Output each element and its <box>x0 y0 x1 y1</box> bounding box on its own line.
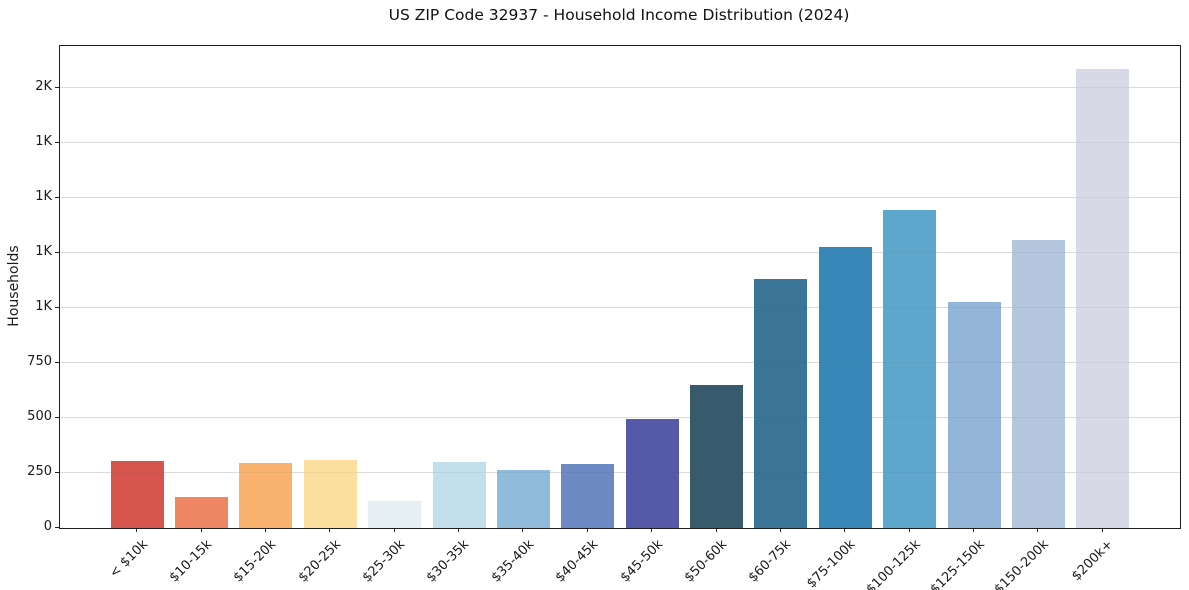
bar-$150-200k <box>1011 239 1065 528</box>
gridline-overlay-750 <box>60 362 1180 364</box>
x-tick-mark-8 <box>651 528 653 532</box>
x-tick-mark-2 <box>264 528 266 532</box>
bar-$10-15k <box>175 497 229 528</box>
bar-< $10k <box>110 460 164 528</box>
gridline-overlay-500 <box>60 417 1180 419</box>
x-tick-mark-13 <box>973 528 975 532</box>
x-tick-mark-5 <box>458 528 460 532</box>
x-tick-mark-4 <box>393 528 395 532</box>
x-tick-mark-0 <box>136 528 138 532</box>
gridline-250 <box>60 472 1180 474</box>
x-tick-label-13: $125-150k <box>927 537 988 590</box>
x-tick-label-2: $15-20k <box>231 537 280 586</box>
bar-$30-35k <box>432 461 486 528</box>
y-tick-mark-1 <box>55 471 59 473</box>
gridline-overlay-1250 <box>60 252 1180 254</box>
y-tick-mark-2 <box>55 416 59 418</box>
gridline-750 <box>60 362 1180 364</box>
gridline-1750 <box>60 142 1180 144</box>
gridline-overlay-1750 <box>60 142 1180 144</box>
chart-title: US ZIP Code 32937 - Household Income Dis… <box>388 6 850 24</box>
y-tick-label-1: 250 <box>27 463 52 479</box>
x-tick-label-4: $25-30k <box>359 537 409 586</box>
bar-$125-150k <box>947 302 1001 528</box>
x-tick-label-10: $60-75k <box>746 537 795 586</box>
y-tick-label-8: 2K <box>35 78 52 94</box>
bar-$75-100k <box>818 247 872 528</box>
y-tick-label-6: 1K <box>35 188 52 204</box>
bar-$100-125k <box>883 209 937 528</box>
y-tick-label-4: 1K <box>35 298 52 314</box>
x-tick-mark-14 <box>1037 528 1039 532</box>
y-tick-mark-4 <box>55 306 59 308</box>
y-tick-mark-0 <box>55 527 59 528</box>
y-tick-label-5: 1K <box>35 243 52 259</box>
x-tick-mark-12 <box>908 528 910 532</box>
x-tick-label-6: $35-40k <box>488 537 538 586</box>
gridline-overlay-1000 <box>60 307 1180 309</box>
x-tick-mark-11 <box>844 528 846 532</box>
x-tick-mark-10 <box>779 528 781 532</box>
gridline-overlay-2000 <box>60 87 1180 89</box>
x-tick-mark-6 <box>522 528 524 532</box>
y-tick-mark-8 <box>55 86 59 88</box>
x-tick-mark-7 <box>586 528 588 532</box>
x-tick-label-12: $100-125k <box>863 537 924 590</box>
x-tick-mark-15 <box>1101 528 1103 532</box>
bar-$20-25k <box>303 459 357 528</box>
gridline-overlay-1500 <box>60 197 1180 199</box>
bar-$60-75k <box>754 279 808 528</box>
bar-$200k+ <box>1076 69 1130 528</box>
y-tick-label-2: 500 <box>27 408 52 424</box>
x-tick-label-14: $150-200k <box>991 537 1053 590</box>
x-tick-label-15: $200k+ <box>1069 537 1117 585</box>
gridline-1500 <box>60 197 1180 199</box>
gridline-1250 <box>60 252 1180 254</box>
y-tick-mark-7 <box>55 141 59 143</box>
x-tick-label-9: $50-60k <box>681 537 731 586</box>
gridline-1000 <box>60 307 1180 309</box>
x-tick-label-7: $40-45k <box>552 537 602 586</box>
y-tick-label-7: 1K <box>35 133 52 149</box>
bar-$35-40k <box>496 469 550 528</box>
y-tick-mark-3 <box>55 361 59 363</box>
x-tick-mark-1 <box>200 528 202 532</box>
bar-$15-20k <box>239 463 293 528</box>
x-tick-label-3: $20-25k <box>295 537 344 586</box>
x-tick-label-8: $45-50k <box>617 537 666 586</box>
plot-area <box>59 45 1181 529</box>
bar-$25-30k <box>368 500 422 528</box>
bar-$45-50k <box>625 419 679 528</box>
bar-$40-45k <box>561 464 615 528</box>
y-tick-label-3: 750 <box>27 353 52 369</box>
y-tick-label-0: 0 <box>43 519 52 534</box>
x-tick-mark-3 <box>329 528 331 532</box>
gridline-500 <box>60 417 1180 419</box>
bar-$50-60k <box>690 384 744 528</box>
x-tick-label-11: $75-100k <box>804 537 859 590</box>
x-tick-label-5: $30-35k <box>424 537 473 586</box>
gridline-overlay-250 <box>60 472 1180 474</box>
y-tick-mark-5 <box>55 251 59 253</box>
y-tick-mark-6 <box>55 196 59 198</box>
x-tick-label-0: < $10k <box>106 537 151 582</box>
gridline-2000 <box>60 87 1180 89</box>
x-tick-label-1: $10-15k <box>166 537 216 586</box>
x-tick-mark-9 <box>715 528 717 532</box>
